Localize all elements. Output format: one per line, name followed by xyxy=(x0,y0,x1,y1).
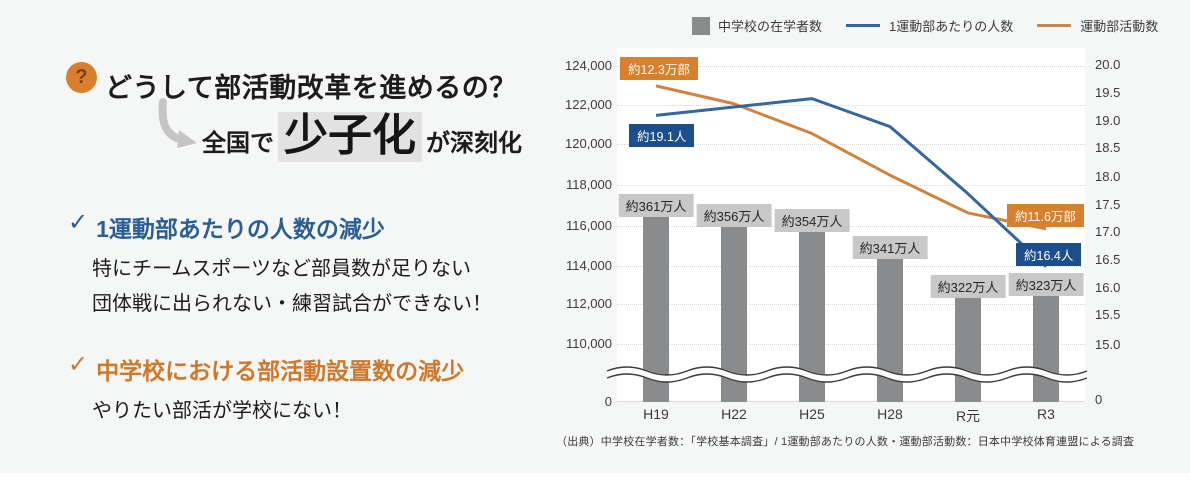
bar-value-label: 約322万人 xyxy=(930,275,1006,299)
y-axis-left-tick: 118,000 xyxy=(565,177,612,192)
bar-value-label: 約323万人 xyxy=(1008,273,1084,297)
orange-line-swatch-icon xyxy=(1037,24,1072,27)
x-axis-tick: H19 xyxy=(643,406,669,422)
x-axis-tick: R元 xyxy=(955,408,981,424)
question-icon: ? xyxy=(66,62,97,93)
legend-label: 1運動部あたりの人数 xyxy=(889,19,1014,34)
annotation-clubs-start: 約12.3万部 xyxy=(620,57,698,80)
y-axis-left-tick: 122,000 xyxy=(565,97,612,112)
y-axis-right-tick: 19.5 xyxy=(1095,85,1121,100)
point-body-line: やりたい部活が学校にない！ xyxy=(92,400,352,422)
point-title: ✓ 中学校における部活動設置数の減少 xyxy=(68,351,465,386)
student-bar xyxy=(799,231,825,402)
subheading-highlight: 少子化 xyxy=(278,112,422,162)
y-axis-left-zero: 0 xyxy=(604,394,612,409)
gridline xyxy=(617,105,1085,106)
y-axis-right-tick: 20.0 xyxy=(1095,57,1121,72)
legend-item-students: 中学校の在学者数 xyxy=(692,16,822,35)
x-axis-tick: R3 xyxy=(1037,406,1055,422)
y-axis-left-tick: 112,000 xyxy=(565,296,612,311)
curved-arrow-icon xyxy=(158,98,197,148)
y-axis-right-zero: 0 xyxy=(1095,392,1103,407)
y-axis-right-tick: 15.5 xyxy=(1095,307,1121,322)
gridline xyxy=(617,66,1085,67)
bar-value-label: 約354万人 xyxy=(774,208,850,232)
y-axis-left-tick: 116,000 xyxy=(565,218,612,233)
point-members-decline: ✓ 1運動部あたりの人数の減少 特にチームスポーツなど部員数が足りない 団体戦に… xyxy=(68,209,492,322)
x-axis-tick: H28 xyxy=(877,406,903,422)
y-axis-right-tick: 15.0 xyxy=(1095,337,1121,352)
y-axis-right-tick: 19.0 xyxy=(1095,113,1121,128)
legend-label: 中学校の在学者数 xyxy=(718,19,823,34)
student-bar xyxy=(643,217,669,402)
point-body-line: 特にチームスポーツなど部員数が足りない xyxy=(92,258,471,280)
blue-line-swatch-icon xyxy=(846,24,881,27)
x-axis-tick: H25 xyxy=(799,406,825,422)
chart-legend: 中学校の在学者数 1運動部あたりの人数 運動部活動数 xyxy=(692,16,1158,35)
bar-swatch-icon xyxy=(692,16,710,35)
point-body: 特にチームスポーツなど部員数が足りない 団体戦に出られない・練習試合ができない！ xyxy=(92,252,492,322)
point-title-text: 1運動部あたりの人数の減少 xyxy=(96,216,385,242)
subheading: 全国で 少子化 が深刻化 xyxy=(202,112,522,162)
source-note: （出典）中学校在学者数：「学校基本調査」/ 1運動部あたりの人数・運動部活動数：… xyxy=(556,436,1135,448)
subheading-prefix: 全国で xyxy=(202,130,274,157)
y-axis-right-tick: 17.5 xyxy=(1095,197,1121,212)
y-axis-right-tick: 16.5 xyxy=(1095,252,1121,267)
point-body-line: 団体戦に出られない・練習試合ができない！ xyxy=(92,293,492,315)
gridline xyxy=(617,266,1085,267)
point-title: ✓ 1運動部あたりの人数の減少 xyxy=(68,209,492,244)
y-axis-right-tick: 17.0 xyxy=(1095,224,1121,239)
annotation-members-end: 約16.4人 xyxy=(1016,243,1082,266)
bar-value-label: 約356万人 xyxy=(696,204,772,228)
point-title-text: 中学校における部活動設置数の減少 xyxy=(96,358,465,384)
annotation-clubs-end: 約11.6万部 xyxy=(1007,204,1084,227)
y-axis-right-tick: 16.0 xyxy=(1095,280,1121,295)
check-icon: ✓ xyxy=(68,209,89,236)
y-axis-left-tick: 124,000 xyxy=(565,58,612,73)
student-bar xyxy=(955,298,981,402)
bar-value-label: 約361万人 xyxy=(618,194,694,217)
page-title: どうして部活動改革を進めるの？ xyxy=(105,73,517,103)
check-icon: ✓ xyxy=(68,351,89,378)
y-axis-right-tick: 18.0 xyxy=(1095,169,1121,184)
y-axis-left-tick: 114,000 xyxy=(565,258,612,273)
student-bar xyxy=(877,258,903,402)
annotation-members-start: 約19.1人 xyxy=(629,124,695,147)
student-bar xyxy=(1033,296,1059,402)
bar-value-label: 約341万人 xyxy=(852,235,928,259)
y-axis-right-tick: 18.5 xyxy=(1095,140,1121,155)
legend-item-members: 1運動部あたりの人数 xyxy=(846,16,1013,35)
y-axis-left-tick: 120,000 xyxy=(565,136,612,151)
legend-label: 運動部活動数 xyxy=(1080,19,1159,34)
x-axis-tick: H22 xyxy=(721,406,747,422)
y-axis-left-tick: 110,000 xyxy=(565,336,612,351)
point-clubs-decline: ✓ 中学校における部活動設置数の減少 やりたい部活が学校にない！ xyxy=(68,351,465,429)
gridline xyxy=(617,344,1085,345)
gridline xyxy=(617,304,1085,305)
subheading-suffix: が深刻化 xyxy=(426,130,522,157)
gridline xyxy=(617,185,1085,186)
legend-item-clubs: 運動部活動数 xyxy=(1037,16,1158,35)
point-body: やりたい部活が学校にない！ xyxy=(92,394,464,429)
student-bar xyxy=(721,227,747,402)
